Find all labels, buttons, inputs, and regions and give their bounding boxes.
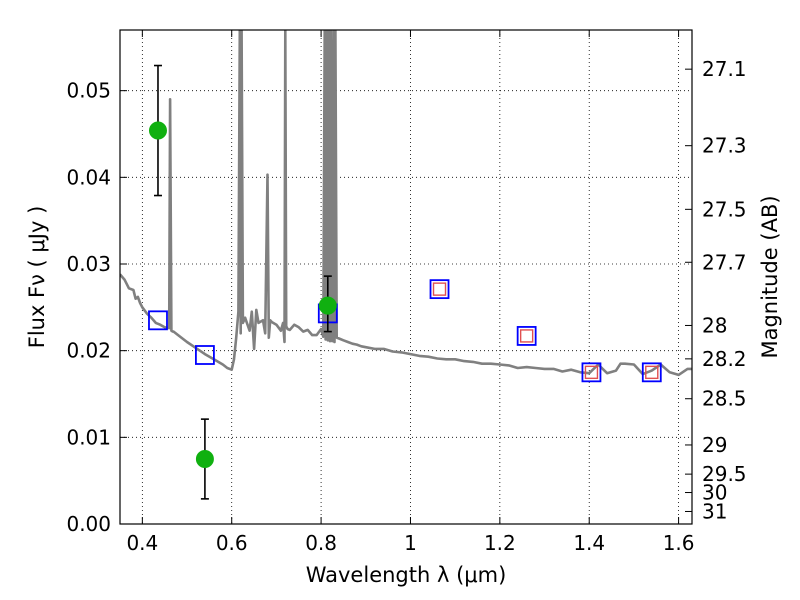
y2-tick-label: 27.1	[702, 57, 747, 81]
y2-tick-label: 30	[702, 481, 727, 505]
y-tick-label: 0.00	[66, 512, 111, 536]
x-tick-label: 1.2	[484, 531, 516, 555]
model-photometry-square	[516, 326, 537, 346]
observed-photometry-point	[195, 450, 214, 468]
y2-tick-label: 27.3	[702, 134, 747, 158]
y-axis-label: Flux Fν ( μJy )	[25, 206, 49, 349]
x-tick-label: 1	[404, 531, 417, 555]
predicted-photometry-square	[584, 365, 599, 380]
predicted-photometry-square	[432, 282, 447, 296]
y-tick-label: 0.04	[66, 165, 111, 189]
axis-ticks: 0.4 0.6 0.8 1 1.2 1.4 1.6 0.00 0.01 0.02 0.03 0.04 0…	[66, 30, 747, 555]
x-tick-label: 1.6	[663, 531, 695, 555]
model-photometry-square	[429, 279, 450, 300]
y2-tick-label: 28	[702, 313, 727, 337]
x-axis-label: Wavelength λ (μm)	[306, 563, 507, 587]
observed-photometry-point	[148, 121, 167, 140]
y2-tick-label: 29.5	[702, 462, 747, 486]
model-photometry-square	[148, 310, 168, 331]
x-tick-label: 0.6	[216, 531, 248, 555]
predicted-photometry-square	[519, 329, 534, 343]
model-spectrum-layer	[120, 30, 692, 377]
y2-tick-label: 28.2	[702, 347, 747, 371]
y2-axis-label: Magnitude (AB)	[758, 195, 782, 358]
y2-tick-label: 31	[702, 499, 727, 523]
y-tick-label: 0.01	[66, 425, 111, 449]
observed-photometry-point	[318, 296, 337, 315]
x-tick-label: 0.8	[305, 531, 337, 555]
x-tick-label: 0.4	[126, 531, 158, 555]
model-photometry-square	[195, 345, 215, 365]
model-photometry-square	[641, 362, 662, 383]
plot-frame	[119, 29, 693, 525]
y2-tick-label: 28.5	[702, 387, 747, 411]
model-photometry-square	[581, 362, 602, 383]
y2-tick-label: 29	[702, 433, 727, 457]
y2-tick-label: 27.5	[702, 197, 747, 221]
y-tick-label: 0.03	[66, 252, 111, 276]
y2-tick-label: 27.7	[702, 250, 747, 274]
y-tick-label: 0.05	[66, 79, 111, 103]
plot-background	[120, 30, 692, 524]
photometry-layer	[148, 64, 662, 500]
x-tick-label: 1.4	[573, 531, 605, 555]
predicted-photometry-square	[645, 365, 659, 380]
y-tick-label: 0.02	[66, 339, 111, 363]
model-spectrum-line	[120, 30, 692, 377]
